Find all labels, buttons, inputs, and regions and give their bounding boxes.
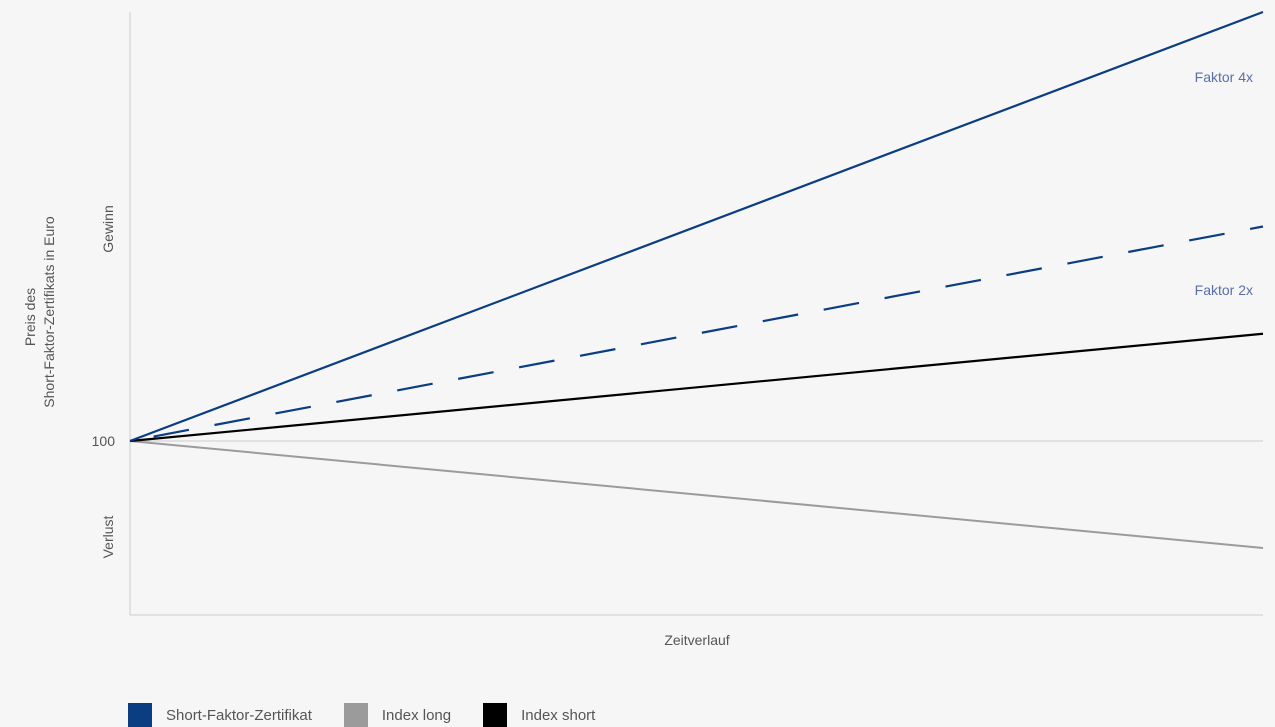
series-label-faktor-2x: Faktor 2x <box>1195 282 1253 298</box>
legend-swatch-grey <box>343 703 368 727</box>
legend-item-index-short: Index short <box>483 703 595 727</box>
y-tick-label-100: 100 <box>92 433 116 449</box>
legend-label: Short-Faktor-Zertifikat <box>166 706 312 724</box>
series-label-faktor-4x: Faktor 4x <box>1195 69 1253 85</box>
y-region-label-gewinn: Gewinn <box>100 205 116 252</box>
legend-swatch-blue <box>128 703 152 727</box>
series-line-faktor2 <box>129 225 1264 443</box>
legend-label: Index short <box>521 706 596 724</box>
chart-svg: Preis des Short-Faktor-Zertifikats in Eu… <box>22 10 1264 648</box>
series-line-faktor4 <box>129 10 1264 443</box>
y-axis-label-line-1: Preis des <box>22 288 38 346</box>
legend-item-index-long: Index long <box>343 703 452 727</box>
legend-label: Index long <box>381 706 452 724</box>
y-axis-label-line-2: Short-Faktor-Zertifikats in Euro <box>41 216 57 408</box>
legend: Short-Faktor-Zertifikat Index long Index… <box>128 703 627 727</box>
legend-item-short-faktor-zertifikat: Short-Faktor-Zertifikat <box>128 703 312 727</box>
series-line-index_long <box>129 440 1264 549</box>
y-region-label-verlust: Verlust <box>100 515 116 558</box>
legend-swatch-black <box>483 703 508 727</box>
series-line-index_short <box>129 332 1264 443</box>
x-axis-label: Zeitverlauf <box>664 632 729 648</box>
